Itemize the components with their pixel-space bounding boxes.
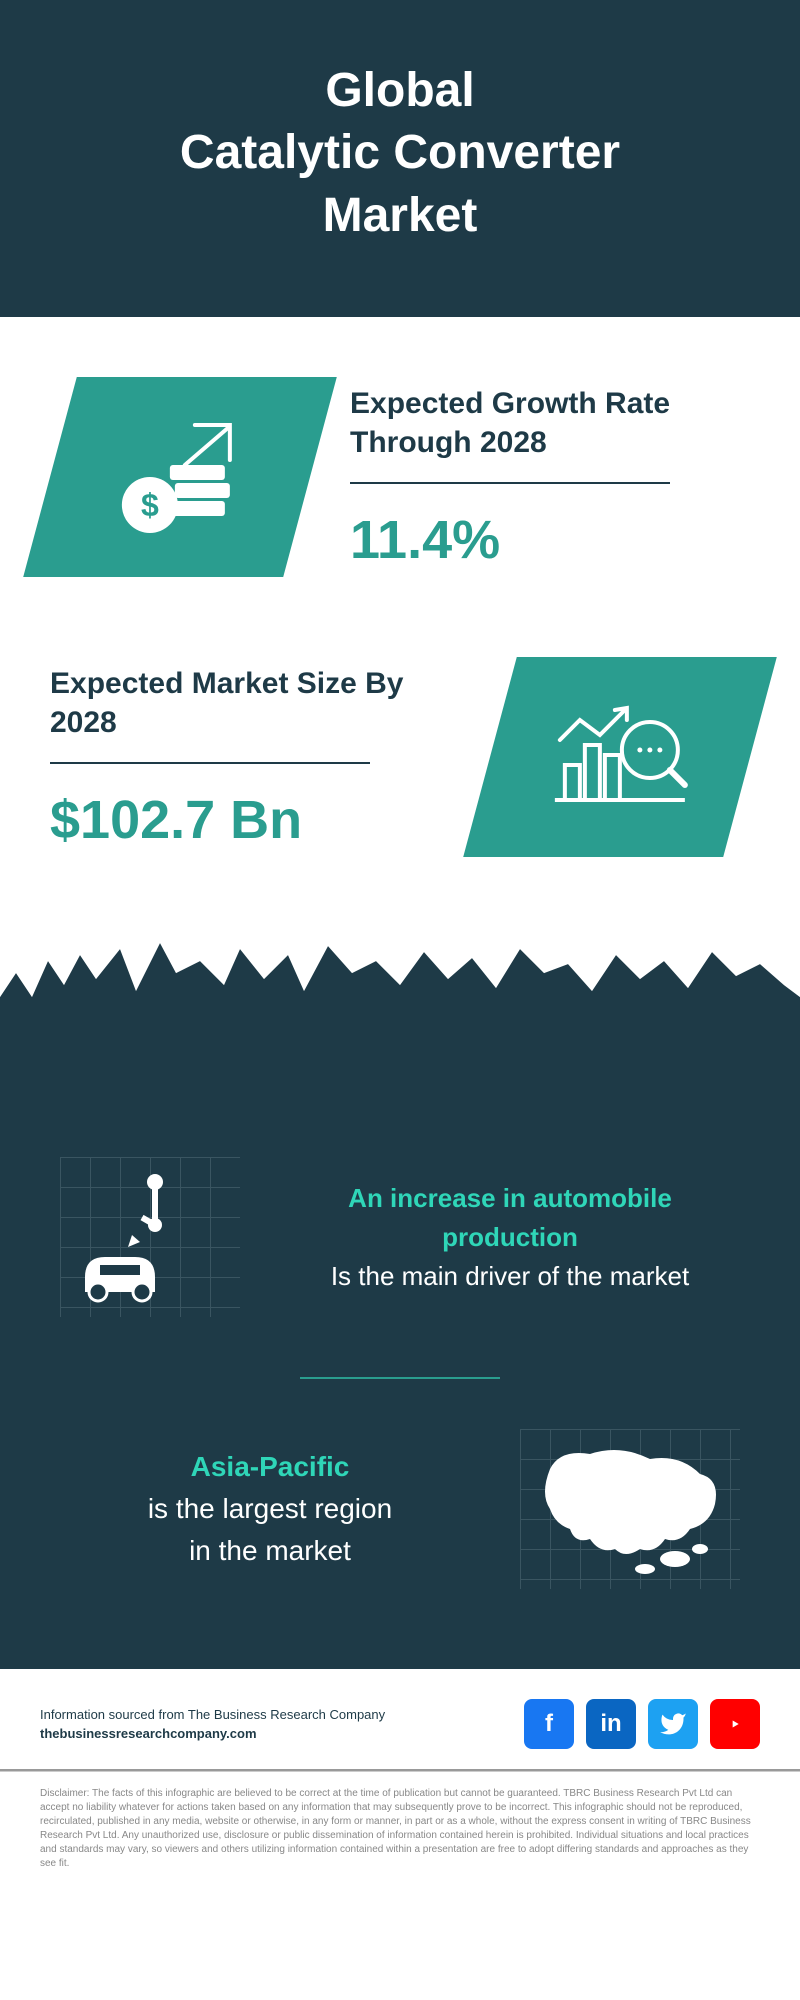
source-website: thebusinessresearchcompany.com [40, 1724, 385, 1744]
market-size-stat-row: Expected Market Size By 2028 $102.7 Bn [50, 657, 750, 857]
source-text: Information sourced from The Business Re… [40, 1705, 385, 1725]
growth-icon-container: $ [23, 377, 337, 577]
growth-stat-text: Expected Growth Rate Through 2028 11.4% [350, 384, 750, 571]
teal-divider [300, 1377, 500, 1379]
market-size-label: Expected Market Size By 2028 [50, 664, 450, 742]
chart-analysis-icon [545, 690, 695, 825]
divider [350, 482, 670, 484]
page-title: Global Catalytic Converter Market [40, 60, 760, 247]
market-size-stat-text: Expected Market Size By 2028 $102.7 Bn [50, 664, 450, 851]
region-highlight: Asia-Pacific [60, 1446, 480, 1488]
region-body-2: in the market [60, 1530, 480, 1572]
footer: Information sourced from The Business Re… [0, 1669, 800, 1771]
growth-stat-row: $ Expected Growth Rate Through 2028 11.4… [50, 377, 750, 577]
stats-section: $ Expected Growth Rate Through 2028 11.4… [0, 317, 800, 997]
car-robot-arm-icon [60, 1157, 240, 1317]
title-line-3: Market [323, 189, 478, 242]
skyline-graphic [0, 997, 800, 1117]
growth-label: Expected Growth Rate Through 2028 [350, 384, 750, 462]
driver-body: Is the main driver of the market [280, 1257, 740, 1296]
money-growth-icon: $ [110, 410, 250, 545]
footer-source: Information sourced from The Business Re… [40, 1705, 385, 1744]
twitter-icon[interactable] [648, 1699, 698, 1749]
drivers-section: An increase in automobile production Is … [0, 1117, 800, 1669]
title-line-1: Global [325, 64, 474, 117]
disclaimer-text: Disclaimer: The facts of this infographi… [0, 1771, 800, 1911]
youtube-icon[interactable] [710, 1699, 760, 1749]
driver-highlight: An increase in automobile production [280, 1179, 740, 1257]
asia-map-icon [520, 1429, 740, 1589]
svg-text:$: $ [141, 487, 159, 523]
title-line-2: Catalytic Converter [180, 126, 620, 179]
header-banner: Global Catalytic Converter Market [0, 0, 800, 317]
social-icons: f in [524, 1699, 760, 1749]
market-size-value: $102.7 Bn [50, 789, 450, 851]
facebook-icon[interactable]: f [524, 1699, 574, 1749]
divider [50, 762, 370, 764]
region-body-1: is the largest region [60, 1488, 480, 1530]
market-size-icon-container [463, 657, 777, 857]
driver-text: An increase in automobile production Is … [280, 1179, 740, 1296]
driver-row: An increase in automobile production Is … [60, 1157, 740, 1317]
growth-value: 11.4% [350, 509, 750, 571]
region-row: Asia-Pacific is the largest region in th… [60, 1429, 740, 1589]
region-text: Asia-Pacific is the largest region in th… [60, 1446, 480, 1572]
linkedin-icon[interactable]: in [586, 1699, 636, 1749]
